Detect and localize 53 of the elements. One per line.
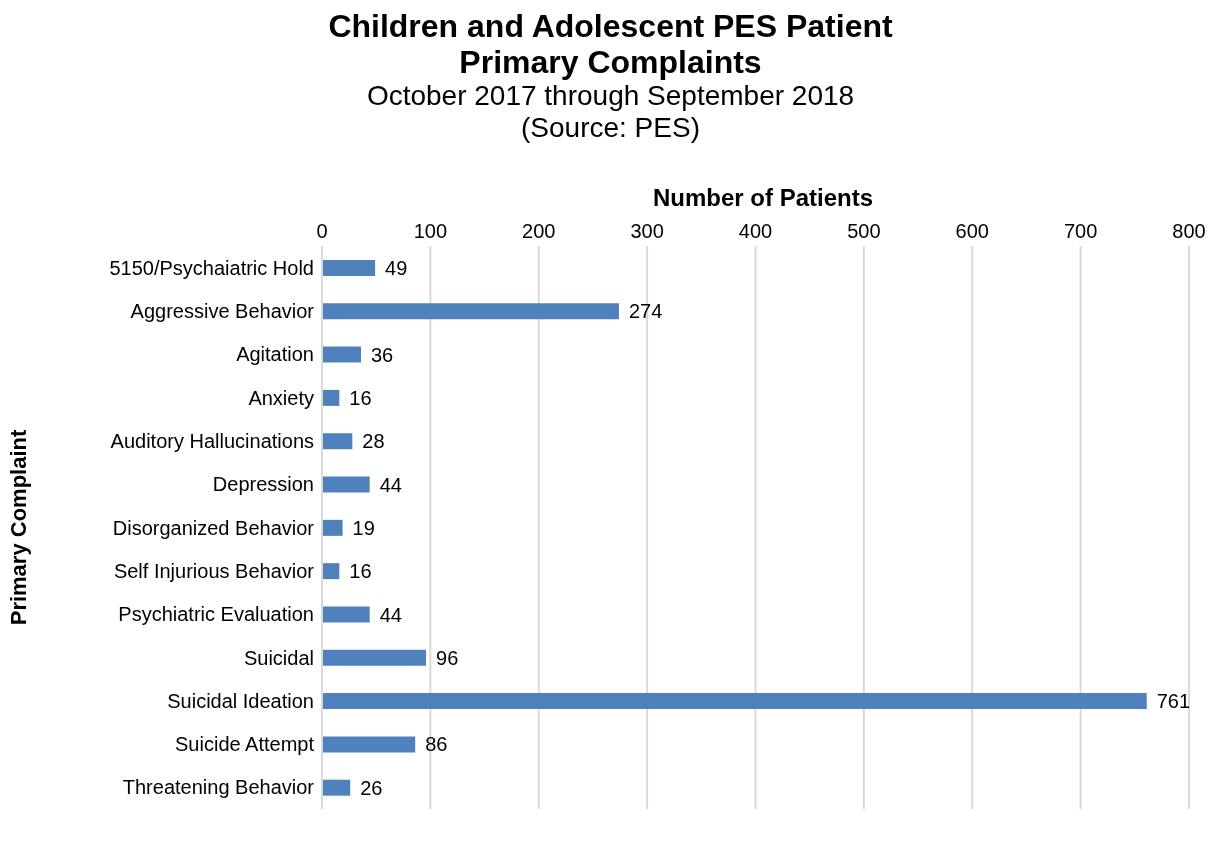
data-label: 44: [379, 473, 402, 496]
y-tick-label: Suicidal: [243, 646, 314, 669]
y-tick-label: Suicidal Ideation: [167, 689, 314, 712]
data-label: 274: [628, 300, 663, 323]
data-label: 86: [425, 733, 448, 756]
x-tick-label: 100: [413, 220, 448, 242]
bar: [322, 303, 619, 320]
bar: [322, 476, 370, 493]
y-tick-label: Self Injurious Behavior: [113, 559, 315, 582]
data-label: 26: [360, 776, 383, 799]
y-tick-label: Agitation: [236, 343, 314, 366]
x-tick-label: 300: [630, 220, 664, 242]
y-tick-label: Anxiety: [248, 386, 314, 409]
x-tick-label: 200: [522, 220, 556, 242]
x-tick-label: 400: [738, 220, 773, 242]
y-tick-label: Psychiatric Evaluation: [118, 603, 314, 626]
data-label: 16: [349, 387, 372, 410]
x-tick-label: 700: [1063, 220, 1098, 242]
y-tick-label: Disorganized Behavior: [112, 516, 315, 539]
y-tick-label: 5150/Psychaiatric Hold: [109, 256, 314, 279]
bar: [322, 779, 351, 796]
data-label: 761: [1156, 690, 1191, 713]
data-label: 28: [362, 430, 385, 453]
data-label: 16: [349, 560, 372, 583]
data-label: 49: [385, 257, 408, 280]
chart-title: Children and Adolescent PES Patient Primary Complaints: [327, 8, 894, 80]
data-label: 96: [436, 646, 459, 669]
y-axis-title: Primary Complaint: [5, 429, 31, 626]
x-tick-label: 500: [847, 220, 881, 242]
data-label: 19: [352, 516, 375, 539]
y-tick-label: Threatening Behavior: [122, 776, 315, 799]
y-tick-label: Aggressive Behavior: [130, 300, 315, 323]
x-tick-label: 0: [316, 220, 328, 242]
data-label: 44: [379, 603, 402, 626]
bar: [322, 606, 370, 623]
x-axis-title: Number of Patients: [652, 184, 874, 212]
bar: [322, 649, 427, 666]
bar: [322, 389, 340, 406]
x-tick-label: 600: [955, 220, 989, 242]
bar: [322, 693, 1147, 710]
x-tick-label: 800: [1172, 220, 1206, 242]
chart-subtitle: October 2017 through September 2018: [365, 80, 856, 112]
bar: [322, 736, 416, 753]
bar: [322, 346, 362, 363]
y-tick-label: Depression: [212, 473, 314, 496]
bar: [322, 260, 376, 276]
bar: [322, 563, 340, 580]
y-tick-label: Auditory Hallucinations: [110, 429, 314, 452]
bar: [322, 519, 343, 536]
y-tick-label: Suicide Attempt: [175, 733, 315, 756]
data-label: 36: [371, 343, 394, 366]
bar: [322, 433, 353, 450]
text: (Source: PES): [520, 112, 701, 144]
